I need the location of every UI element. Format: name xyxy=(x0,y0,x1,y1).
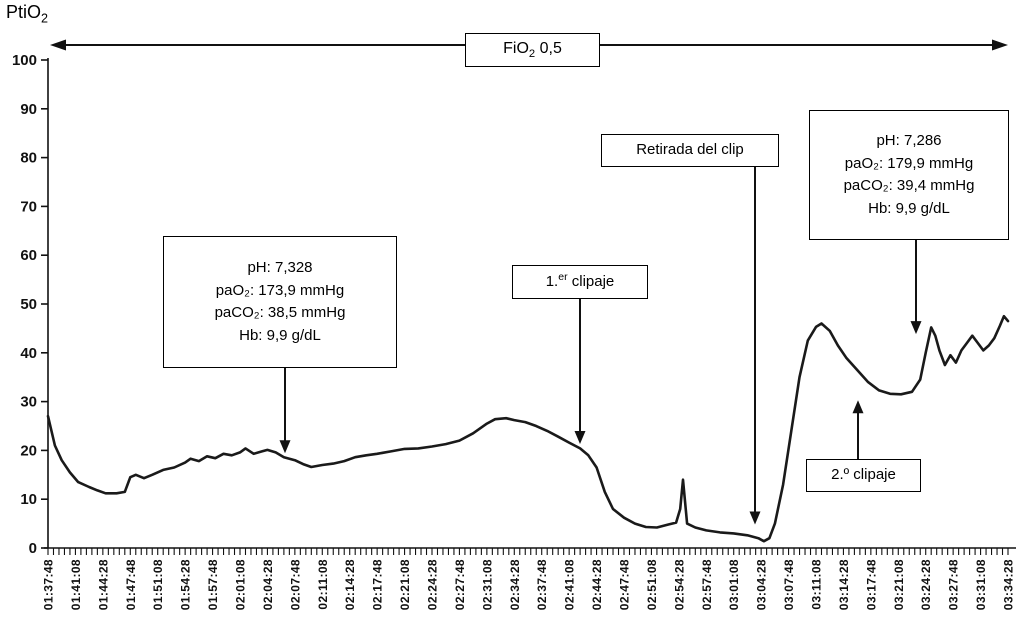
svg-text:03:04:28: 03:04:28 xyxy=(755,559,769,610)
svg-text:02:07:48: 02:07:48 xyxy=(288,559,302,610)
gas2-hb: Hb: 9,9 g/dL xyxy=(868,199,950,217)
svg-text:01:41:08: 01:41:08 xyxy=(69,559,83,610)
svg-text:02:41:08: 02:41:08 xyxy=(563,559,577,610)
svg-text:01:44:28: 01:44:28 xyxy=(96,559,110,610)
svg-text:01:57:48: 01:57:48 xyxy=(206,559,220,610)
first-clipping-label: 1.er clipaje xyxy=(545,271,615,291)
svg-text:02:51:08: 02:51:08 xyxy=(645,559,659,610)
svg-text:02:37:48: 02:37:48 xyxy=(535,559,549,610)
svg-text:30: 30 xyxy=(20,394,37,411)
svg-text:03:14:28: 03:14:28 xyxy=(837,559,851,610)
svg-text:02:17:48: 02:17:48 xyxy=(371,559,385,610)
svg-text:100: 100 xyxy=(12,52,37,69)
clip-removal-label: Retirada del clip xyxy=(636,141,744,159)
blood-gas-annotation-box-2: pH: 7,286 paO₂: 179,9 mmHg paCO₂: 39,4 m… xyxy=(809,110,1009,240)
svg-text:03:01:08: 03:01:08 xyxy=(727,559,741,610)
svg-text:03:17:48: 03:17:48 xyxy=(864,559,878,610)
svg-text:02:27:48: 02:27:48 xyxy=(453,559,467,610)
second-clipping-label: 2.º clipaje xyxy=(831,466,896,484)
svg-text:02:24:28: 02:24:28 xyxy=(426,559,440,610)
svg-text:02:47:48: 02:47:48 xyxy=(618,559,632,610)
svg-text:02:31:08: 02:31:08 xyxy=(480,559,494,610)
svg-text:01:37:48: 01:37:48 xyxy=(42,559,56,610)
svg-text:80: 80 xyxy=(20,150,37,167)
gas1-ph: pH: 7,328 xyxy=(247,259,313,276)
svg-text:90: 90 xyxy=(20,101,37,118)
svg-text:02:11:08: 02:11:08 xyxy=(316,559,330,610)
gas1-hb: Hb: 9,9 g/dL xyxy=(239,326,321,344)
svg-text:02:34:28: 02:34:28 xyxy=(508,559,522,610)
gas2-ph: pH: 7,286 xyxy=(876,132,942,149)
gas1-paco2: paCO₂: 38,5 mmHg xyxy=(214,304,346,321)
svg-text:60: 60 xyxy=(20,247,37,264)
first-clipping-annotation-box: 1.er clipaje xyxy=(512,265,648,299)
svg-text:01:51:08: 01:51:08 xyxy=(151,559,165,610)
svg-text:03:11:08: 03:11:08 xyxy=(810,559,824,610)
y-axis-title: PtiO2 xyxy=(6,2,48,26)
clip-removal-annotation-box: Retirada del clip xyxy=(601,134,779,167)
svg-text:02:57:48: 02:57:48 xyxy=(700,559,714,610)
svg-text:02:21:08: 02:21:08 xyxy=(398,559,412,610)
svg-text:03:34:28: 03:34:28 xyxy=(1002,559,1016,610)
svg-text:02:04:28: 02:04:28 xyxy=(261,559,275,610)
svg-text:0: 0 xyxy=(29,540,37,557)
svg-text:03:07:48: 03:07:48 xyxy=(782,559,796,610)
svg-text:02:54:28: 02:54:28 xyxy=(672,559,686,610)
gas2-pao2: paO₂: 179,9 mmHg xyxy=(844,154,974,172)
svg-text:03:24:28: 03:24:28 xyxy=(919,559,933,610)
svg-text:02:14:28: 02:14:28 xyxy=(343,559,357,610)
svg-text:20: 20 xyxy=(20,442,37,459)
second-clipping-annotation-box: 2.º clipaje xyxy=(806,459,921,492)
svg-text:01:47:48: 01:47:48 xyxy=(124,559,138,610)
svg-text:02:01:08: 02:01:08 xyxy=(234,559,248,610)
fio2-label: FiO2 0,5 xyxy=(503,40,562,61)
y-axis-title-sub: 2 xyxy=(41,11,49,26)
svg-text:50: 50 xyxy=(20,296,37,313)
gas2-paco2: paCO₂: 39,4 mmHg xyxy=(843,177,975,194)
fio2-annotation-box: FiO2 0,5 xyxy=(465,33,600,67)
y-axis-title-text: PtiO xyxy=(6,2,42,22)
svg-text:03:31:08: 03:31:08 xyxy=(974,559,988,610)
svg-text:40: 40 xyxy=(20,345,37,362)
blood-gas-annotation-box-1: pH: 7,328 paO₂: 173,9 mmHg paCO₂: 38,5 m… xyxy=(163,236,397,368)
svg-text:03:27:48: 03:27:48 xyxy=(947,559,961,610)
svg-text:70: 70 xyxy=(20,198,37,215)
svg-text:02:44:28: 02:44:28 xyxy=(590,559,604,610)
svg-text:01:54:28: 01:54:28 xyxy=(179,559,193,610)
svg-text:03:21:08: 03:21:08 xyxy=(892,559,906,610)
gas1-pao2: paO₂: 173,9 mmHg xyxy=(215,281,345,299)
svg-text:10: 10 xyxy=(20,491,37,508)
